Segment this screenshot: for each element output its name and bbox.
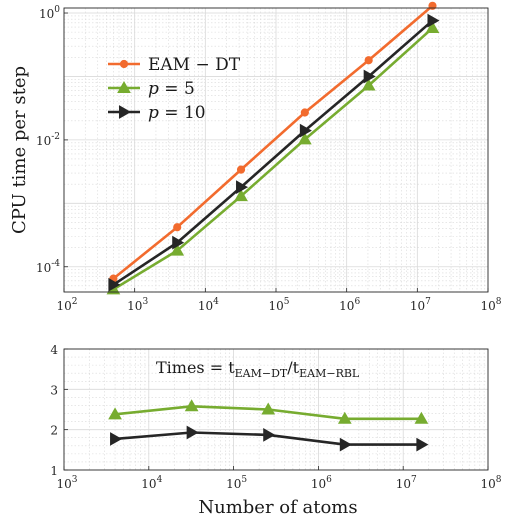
bottom-data-point [414,411,429,424]
top-x-tick-label: 105 [268,297,289,313]
top-x-tick-label: 106 [339,297,360,313]
bottom-data-point [337,411,352,424]
top-x-tick-label: 107 [410,297,431,313]
top-data-point [108,277,121,292]
top-data-point [361,78,376,91]
top-data-point [170,243,185,256]
bottom-data-point [184,399,199,412]
bottom-x-tick-label: 108 [480,475,501,491]
top-data-point [236,165,246,174]
legend: EAM − DT p = 5 p = 10 [108,55,241,123]
bottom-y-tick-label: 4 [50,343,58,357]
top-data-point [173,223,182,232]
top-data-point [236,180,249,194]
bottom-y-tick-label: 3 [50,383,58,397]
top-data-point [297,132,312,145]
top-x-tick-label: 102 [56,297,77,313]
top-series-line [112,19,434,286]
bottom-y-tick-label: 1 [50,464,58,478]
top-data-point [299,123,312,138]
bottom-y-tick-label: 2 [50,424,58,438]
top-y-tick-label: 10-4 [36,259,60,275]
top-x-tick-label: 108 [480,297,501,313]
legend-entry: p = 10 [108,103,206,123]
top-data-point [234,189,248,202]
ratio-annotation: Times = tEAM−DT/tEAM−RBL [156,358,360,380]
bottom-data-point [108,407,122,420]
bottom-plot: 103 104 105 106 107 108 1 2 3 4 Number of atoms Tim… [50,343,501,518]
bottom-x-axis-label: Number of atoms [198,497,357,518]
legend-marker [119,59,129,69]
bottom-axes-frame [63,348,489,471]
bottom-x-tick-label: 106 [311,475,332,491]
top-series-line [112,27,434,291]
top-x-tick-label: 103 [127,297,148,313]
bottom-data-point [339,437,352,452]
top-data-point [364,56,373,65]
legend-label: EAM − DT [148,55,241,75]
legend-marker [119,105,132,119]
bottom-x-tick-label: 103 [56,475,77,491]
top-y-tick-label: 100 [39,5,60,21]
top-series-line [112,4,434,280]
top-y-tick-label: 10-2 [36,132,60,148]
bottom-data-point [186,425,199,440]
bottom-series-1 [110,425,429,452]
top-x-tick-label: 104 [198,297,219,313]
legend-label: p = 10 [148,103,206,123]
bottom-x-tick-label: 105 [226,475,247,491]
legend-label: p = 5 [148,79,195,99]
bottom-x-tick-label: 104 [141,475,162,491]
bottom-data-point [263,428,276,442]
bottom-data-point [110,432,123,446]
top-plot: 102 103 104 105 106 107 108 10-4 10-2 100 CPU time… [9,1,502,313]
bottom-series-0 [108,399,429,424]
top-data-point [172,235,185,250]
bottom-data-point [261,402,276,415]
top-grid [63,8,488,293]
top-data-point [363,69,376,84]
legend-entry: EAM − DT [108,55,241,75]
legend-marker [117,80,131,93]
top-y-axis-label: CPU time per step [9,66,30,234]
top-data-point [427,13,440,28]
top-data-point [425,21,440,34]
top-data-point [300,108,309,117]
legend-entry: p = 5 [108,79,195,99]
bottom-data-point [416,437,429,452]
bottom-x-tick-label: 107 [396,475,417,491]
top-series-2 [108,13,440,292]
